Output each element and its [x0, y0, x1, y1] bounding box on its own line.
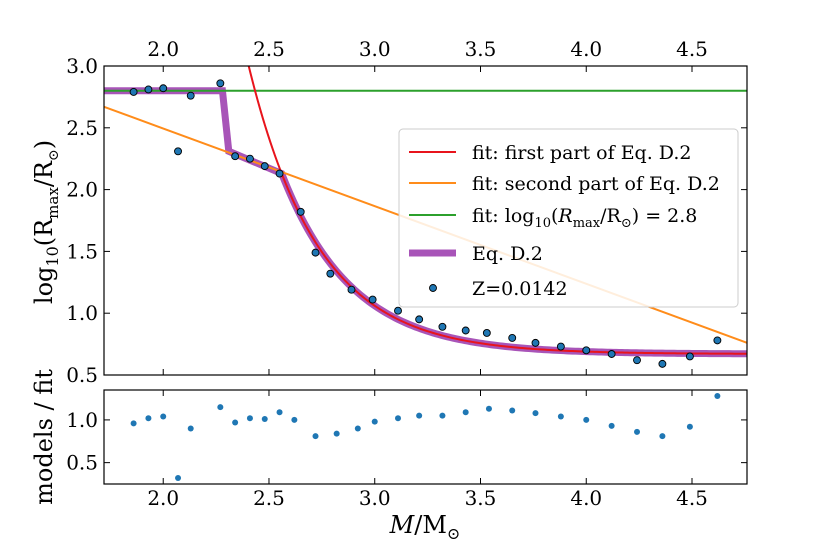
- main-data-point: [368, 295, 377, 304]
- main-data-point: [531, 338, 540, 347]
- main-y-tick-label: 2.0: [66, 178, 98, 202]
- main-data-point: [216, 79, 225, 88]
- main-data-point: [633, 356, 641, 365]
- main-data-point: [347, 285, 356, 294]
- ratio-data-point: [276, 409, 283, 416]
- main-data-point: [186, 91, 195, 100]
- ratio-scatter-points: [130, 392, 721, 482]
- main-data-point: [415, 315, 424, 324]
- ratio-data-point: [217, 404, 224, 411]
- ratio-data-point: [371, 418, 378, 425]
- ratio-data-point: [160, 413, 167, 420]
- main-data-point: [658, 359, 667, 368]
- legend-box: [398, 128, 739, 308]
- ratio-data-point: [246, 415, 253, 422]
- ratio-data-point: [583, 416, 590, 423]
- main-top-x-tick-label: 3.5: [465, 37, 497, 61]
- main-data-point: [144, 85, 153, 94]
- x-axis-label: M/M⊙: [389, 511, 461, 543]
- ratio-y-tick-label: 1.0: [66, 408, 98, 432]
- main-axis-ticks: 0.5 1.0 1.5 2.0 2.5 3.0 2.0 2.5 3.0 3.5 4.0 4.5: [66, 37, 747, 387]
- main-data-point: [245, 154, 254, 163]
- ratio-data-point: [145, 415, 152, 422]
- ratio-axes-frame: [103, 389, 748, 485]
- main-data-point: [394, 306, 402, 315]
- main-data-point: [260, 162, 269, 171]
- ratio-axis-ticks: 0.5 1.0 2.0 2.5 3.0 3.5 4.0 4.5: [66, 390, 747, 510]
- main-y-tick-label: 3.0: [66, 54, 98, 78]
- legend-label-first-part: fit: first part of Eq. D.2: [472, 142, 691, 164]
- ratio-x-tick-label: 4.5: [676, 486, 708, 510]
- ratio-data-point: [659, 433, 666, 440]
- main-axes-frame: [103, 65, 748, 376]
- ratio-data-point: [634, 428, 641, 435]
- main-data-point: [685, 352, 694, 361]
- main-data-point: [461, 326, 470, 335]
- ratio-data-point: [333, 430, 340, 437]
- main-y-tick-label: 1.5: [66, 239, 98, 263]
- main-y-tick-label: 2.5: [66, 116, 98, 140]
- main-data-point: [275, 169, 284, 178]
- ratio-x-tick-label: 3.0: [359, 486, 391, 510]
- ratio-data-point: [608, 422, 615, 429]
- ratio-data-point: [354, 425, 361, 432]
- ratio-data-point: [532, 410, 539, 417]
- legend-label-z: Z=0.0142: [472, 278, 568, 300]
- ratio-y-tick-label: 0.5: [66, 451, 98, 475]
- ratio-data-point: [312, 433, 319, 440]
- main-data-point: [174, 147, 182, 156]
- ratio-x-tick-label: 2.5: [253, 486, 285, 510]
- ratio-data-point: [509, 407, 516, 414]
- main-y-tick-label: 0.5: [66, 363, 98, 387]
- ratio-data-point: [485, 405, 492, 412]
- main-data-point: [438, 322, 447, 331]
- main-data-point: [582, 346, 591, 355]
- legend-label-eq-d2: Eq. D.2: [472, 243, 543, 265]
- legend-label-constant: fit: log10(Rmax/R⊙) = 2.8: [472, 205, 697, 231]
- ratio-data-point: [187, 425, 194, 432]
- ratio-data-point: [714, 392, 721, 399]
- legend-swatch-z: [429, 284, 437, 292]
- main-data-point: [311, 248, 320, 257]
- main-data-point: [326, 269, 335, 278]
- ratio-data-point: [557, 413, 564, 420]
- main-y-tick-label: 1.0: [66, 301, 98, 325]
- main-y-axis-label: log10(Rmax/R⊙): [30, 140, 62, 304]
- main-data-point: [607, 350, 616, 358]
- ratio-x-tick-label: 3.5: [465, 486, 497, 510]
- legend-label-second-part: fit: second part of Eq. D.2: [472, 173, 720, 195]
- main-data-point: [159, 84, 168, 93]
- ratio-data-point: [261, 416, 268, 423]
- main-top-x-tick-label: 2.5: [253, 37, 285, 61]
- ratio-data-point: [232, 419, 239, 426]
- ratio-data-point: [686, 423, 693, 430]
- main-data-point: [482, 329, 491, 337]
- ratio-y-axis-label: models / fit: [30, 369, 58, 505]
- main-top-x-tick-label: 4.5: [676, 37, 708, 61]
- main-top-x-tick-label: 3.0: [359, 37, 391, 61]
- ratio-data-point: [130, 420, 137, 427]
- ratio-data-point: [395, 415, 402, 422]
- main-data-point: [231, 152, 240, 161]
- main-data-point: [713, 336, 722, 345]
- ratio-data-point: [462, 409, 469, 416]
- main-top-x-tick-label: 4.0: [570, 37, 602, 61]
- ratio-x-tick-label: 4.0: [570, 486, 602, 510]
- main-data-point: [129, 88, 138, 96]
- ratio-data-point: [175, 475, 182, 482]
- first-part-fit-curve: [247, 66, 747, 355]
- main-data-point: [296, 207, 305, 216]
- main-top-x-tick-label: 2.0: [147, 37, 179, 61]
- main-data-point: [508, 333, 517, 342]
- legend: fit: first part of Eq. D.2 fit: second p…: [398, 128, 739, 308]
- main-data-point: [556, 342, 565, 351]
- ratio-data-point: [416, 412, 423, 419]
- ratio-x-tick-label: 2.0: [147, 486, 179, 510]
- ratio-data-point: [291, 416, 298, 423]
- main-scatter-points: [129, 79, 722, 368]
- ratio-data-point: [439, 412, 446, 419]
